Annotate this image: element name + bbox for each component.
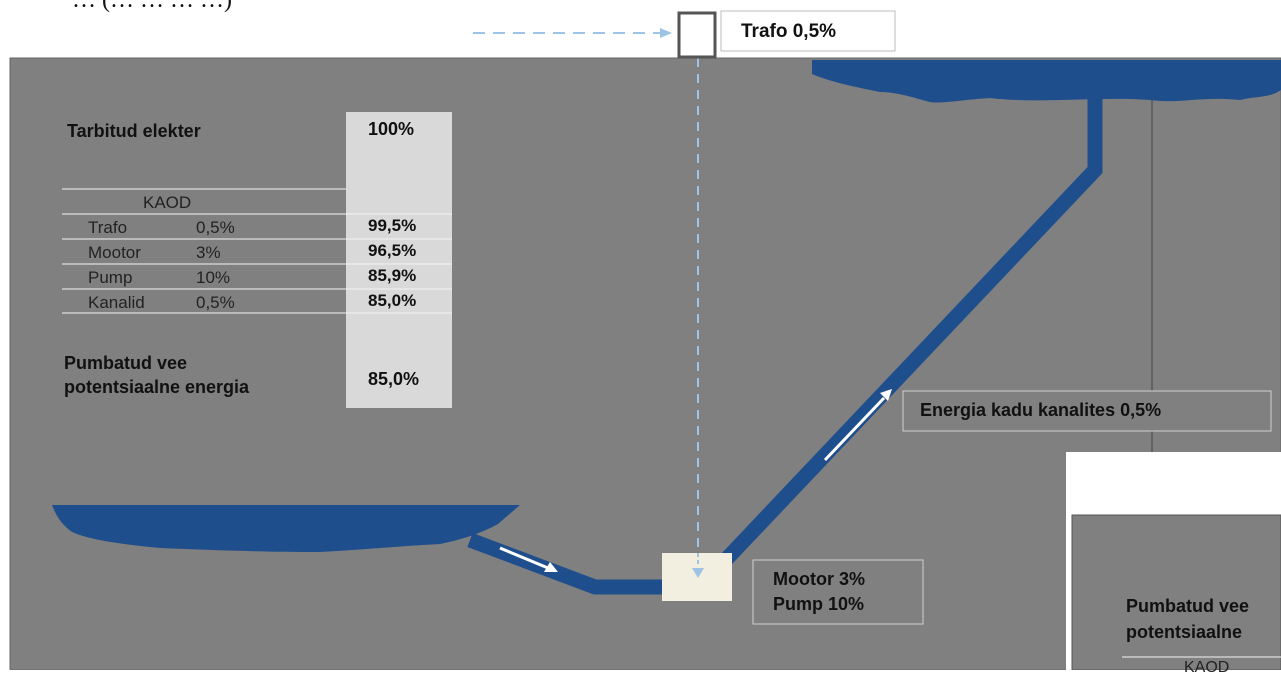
table-value-column: [346, 112, 452, 408]
row-mootor-remaining: 96,5%: [368, 241, 417, 260]
row-mootor-loss: 3%: [196, 243, 221, 262]
table-title: Tarbitud elekter: [67, 121, 201, 141]
row-pump-name: Pump: [88, 268, 133, 287]
row-trafo-remaining: 99,5%: [368, 216, 417, 235]
channel-loss-box: [902, 390, 1272, 432]
trafo-label: Trafo 0,5%: [741, 21, 837, 42]
row-trafo-loss: 0,5%: [196, 218, 235, 237]
table-lines: [62, 188, 452, 314]
inset-line2: potentsiaalne: [1126, 622, 1243, 642]
row-pump-remaining: 85,9%: [368, 266, 417, 285]
transformer-box: [677, 11, 717, 59]
row-mootor-name: Mootor: [88, 243, 141, 262]
inset-kaod: KAOD: [1184, 659, 1230, 676]
row-pump-loss: 10%: [196, 268, 231, 287]
dashed-arrowhead-right: [660, 28, 672, 38]
row-kanalid-remaining: 85,0%: [368, 291, 417, 310]
pump-box-arrowhead: [692, 568, 704, 578]
lower-reservoir: [52, 505, 520, 552]
row-trafo-name: Trafo: [88, 218, 128, 237]
row-kanalid-loss: 0,5%: [196, 293, 235, 312]
trafo-label-box: [720, 10, 896, 52]
pump-label: Pump 10%: [773, 594, 865, 614]
header-partial-text: … (… … … …): [72, 0, 232, 13]
motor-pump-box: [752, 559, 924, 625]
flow-arrow-lower: [499, 546, 558, 572]
flow-arrow-upper: [823, 389, 892, 462]
result-value: 85,0%: [368, 369, 420, 389]
table-kaod-header: KAOD: [143, 193, 192, 212]
channel-loss-label: Energia kadu kanalites 0,5%: [920, 400, 1162, 420]
row-kanalid-name: Kanalid: [88, 293, 145, 312]
inset-panel: [1071, 514, 1281, 670]
table-title-value: 100%: [368, 119, 415, 139]
result-line1: Pumbatud vee: [64, 353, 188, 373]
motor-label: Mootor 3%: [773, 569, 865, 589]
result-line2: potentsiaalne energia: [64, 377, 250, 397]
upper-reservoir: [812, 60, 1281, 103]
inset-line1: Pumbatud vee: [1126, 596, 1250, 616]
